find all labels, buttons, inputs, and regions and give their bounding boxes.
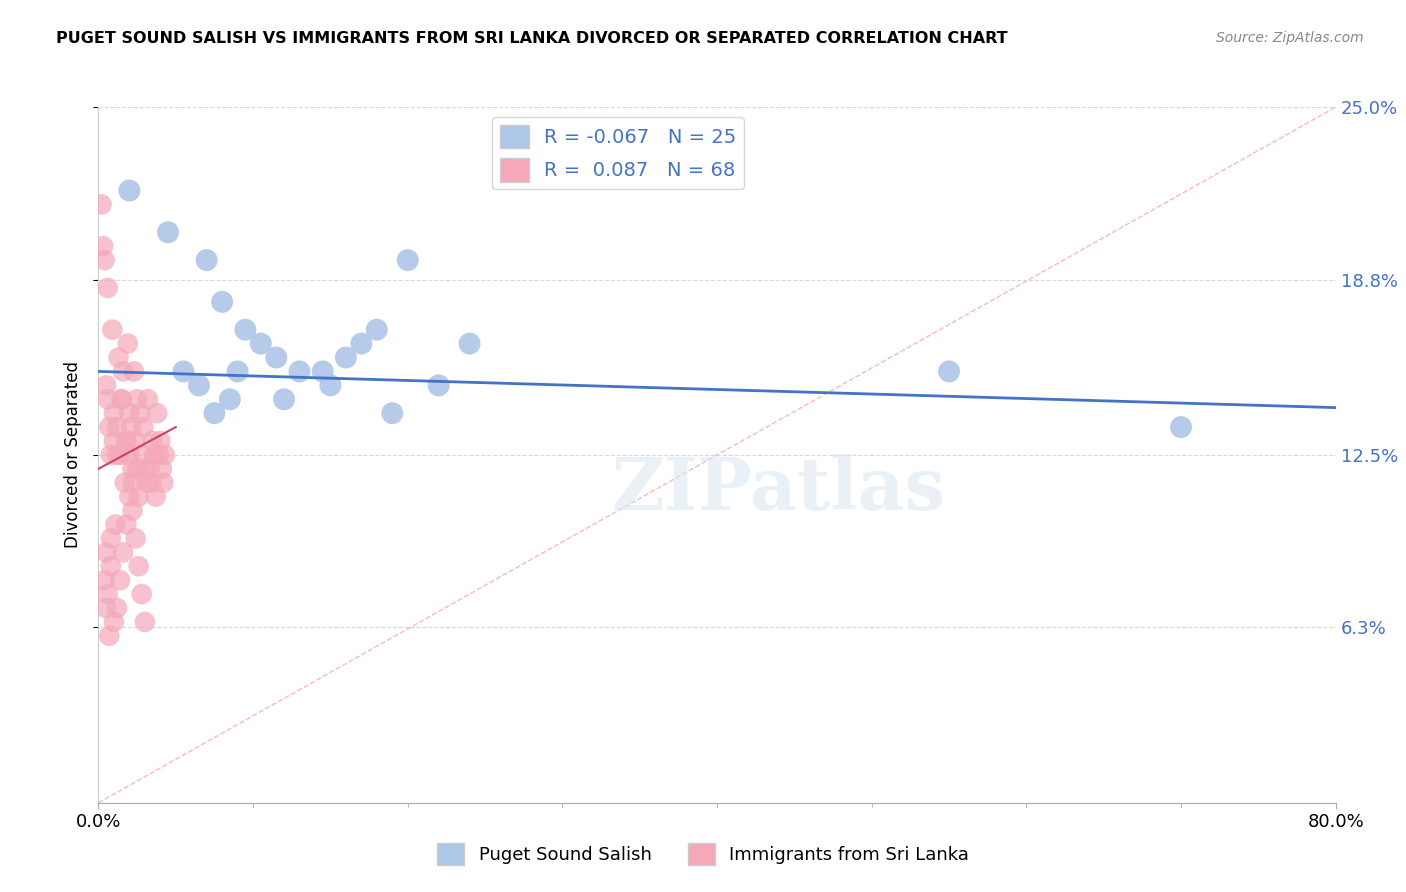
Text: ZIPatlas: ZIPatlas	[612, 454, 946, 525]
Point	[105, 601, 128, 615]
Text: Source: ZipAtlas.com: Source: ZipAtlas.com	[1216, 31, 1364, 45]
Point	[103, 406, 125, 420]
Point	[366, 323, 388, 337]
Point	[145, 490, 167, 504]
Point	[100, 532, 122, 546]
Point	[118, 490, 141, 504]
Point	[118, 406, 141, 420]
Point	[117, 336, 139, 351]
Point	[1170, 420, 1192, 434]
Point	[124, 532, 146, 546]
Point	[111, 392, 134, 407]
Point	[100, 559, 122, 574]
Point	[127, 462, 149, 476]
Point	[219, 392, 242, 407]
Point	[93, 253, 115, 268]
Point	[118, 184, 141, 198]
Point	[152, 475, 174, 490]
Point	[112, 364, 135, 378]
Point	[96, 545, 118, 559]
Point	[143, 448, 166, 462]
Point	[131, 448, 153, 462]
Point	[136, 392, 159, 407]
Point	[427, 378, 450, 392]
Point	[153, 448, 176, 462]
Point	[128, 559, 150, 574]
Legend: R = -0.067   N = 25, R =  0.087   N = 68: R = -0.067 N = 25, R = 0.087 N = 68	[492, 117, 744, 189]
Point	[157, 225, 180, 239]
Point	[148, 448, 170, 462]
Point	[195, 253, 218, 268]
Point	[149, 434, 172, 448]
Point	[121, 475, 143, 490]
Point	[124, 434, 146, 448]
Point	[350, 336, 373, 351]
Point	[115, 434, 138, 448]
Point	[173, 364, 195, 378]
Point	[211, 294, 233, 309]
Point	[288, 364, 311, 378]
Point	[112, 545, 135, 559]
Text: PUGET SOUND SALISH VS IMMIGRANTS FROM SRI LANKA DIVORCED OR SEPARATED CORRELATIO: PUGET SOUND SALISH VS IMMIGRANTS FROM SR…	[56, 31, 1008, 46]
Point	[146, 406, 169, 420]
Point	[226, 364, 249, 378]
Point	[104, 517, 127, 532]
Point	[91, 239, 114, 253]
Point	[96, 601, 118, 615]
Point	[139, 475, 162, 490]
Point	[142, 434, 165, 448]
Point	[115, 517, 138, 532]
Point	[121, 462, 143, 476]
Point	[105, 420, 128, 434]
Point	[131, 587, 153, 601]
Point	[132, 420, 155, 434]
Point	[97, 281, 120, 295]
Point	[138, 462, 160, 476]
Y-axis label: Divorced or Separated: Divorced or Separated	[63, 361, 82, 549]
Point	[250, 336, 273, 351]
Point	[134, 615, 156, 629]
Point	[122, 364, 145, 378]
Point	[103, 434, 125, 448]
Point	[107, 351, 129, 365]
Point	[204, 406, 226, 420]
Point	[938, 364, 960, 378]
Point	[108, 573, 131, 587]
Point	[98, 629, 121, 643]
Point	[114, 475, 136, 490]
Point	[118, 448, 141, 462]
Point	[458, 336, 481, 351]
Point	[273, 392, 295, 407]
Point	[105, 448, 128, 462]
Point	[396, 253, 419, 268]
Point	[111, 392, 134, 407]
Point	[335, 351, 357, 365]
Point	[100, 448, 122, 462]
Point	[127, 392, 149, 407]
Point	[108, 448, 131, 462]
Point	[121, 503, 143, 517]
Point	[135, 475, 157, 490]
Point	[266, 351, 288, 365]
Point	[90, 197, 112, 211]
Point	[98, 420, 121, 434]
Point	[188, 378, 211, 392]
Point	[96, 378, 118, 392]
Point	[134, 462, 156, 476]
Point	[97, 392, 120, 407]
Point	[93, 573, 115, 587]
Legend: Puget Sound Salish, Immigrants from Sri Lanka: Puget Sound Salish, Immigrants from Sri …	[427, 834, 979, 874]
Point	[115, 434, 138, 448]
Point	[319, 378, 342, 392]
Point	[120, 420, 142, 434]
Point	[128, 490, 150, 504]
Point	[235, 323, 257, 337]
Point	[129, 406, 152, 420]
Point	[103, 615, 125, 629]
Point	[312, 364, 335, 378]
Point	[150, 462, 173, 476]
Point	[101, 323, 124, 337]
Point	[97, 587, 120, 601]
Point	[381, 406, 404, 420]
